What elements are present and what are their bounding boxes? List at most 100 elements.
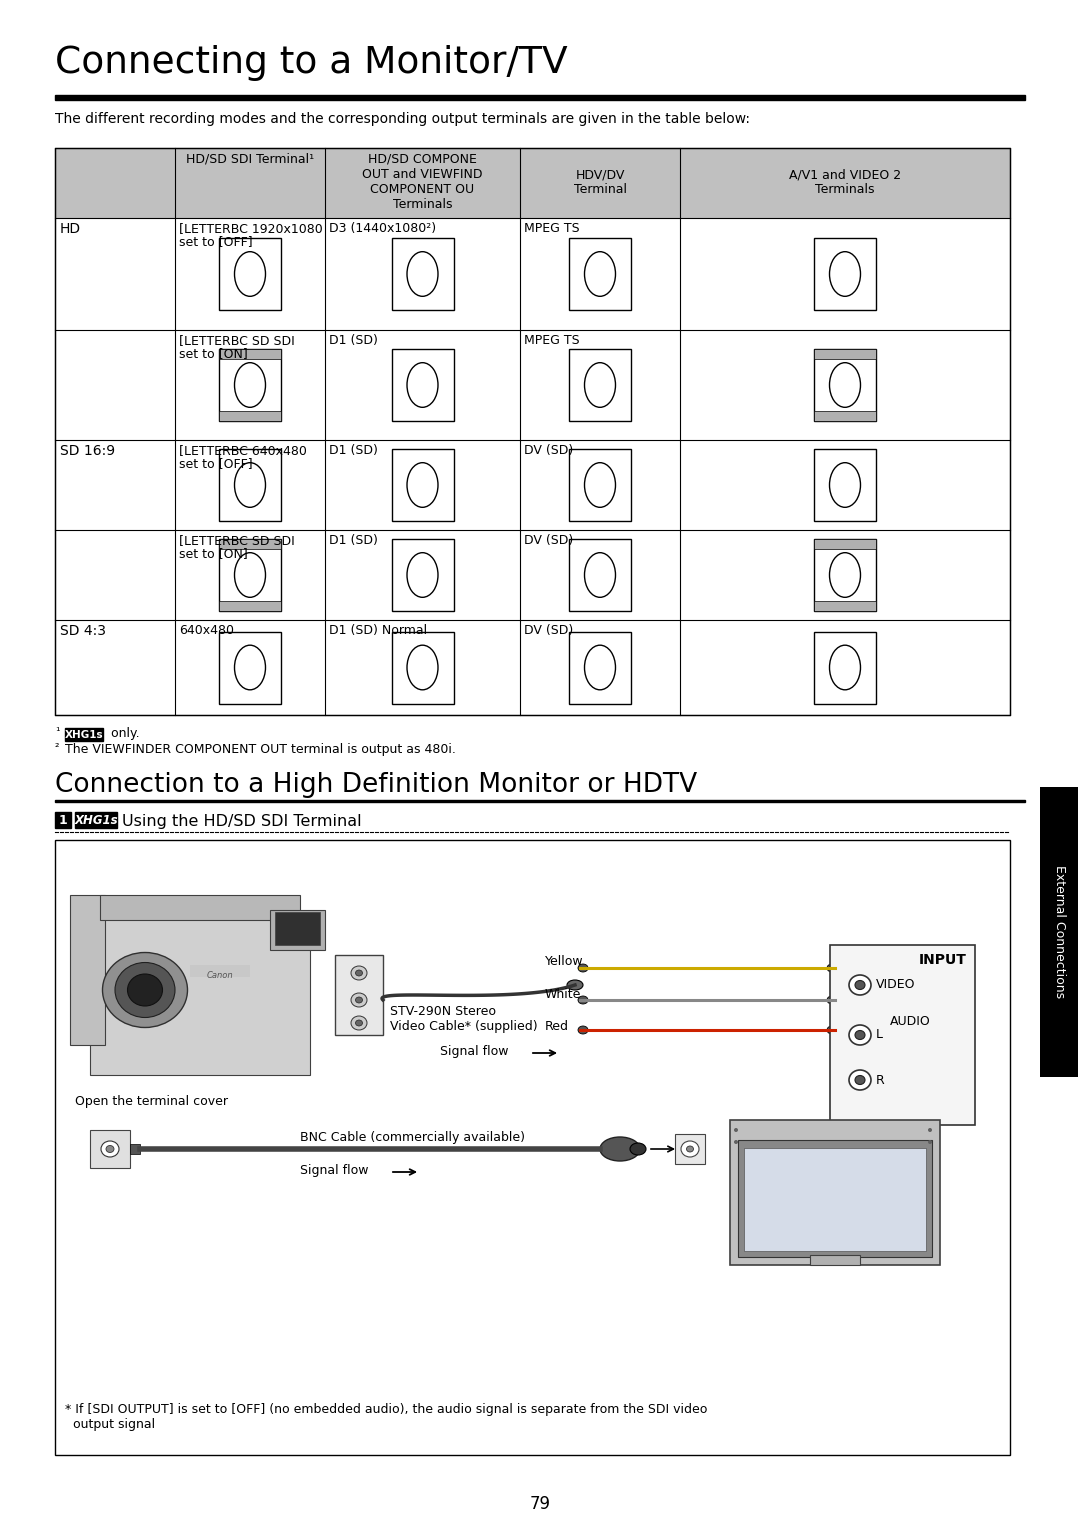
Bar [275, 913, 320, 945]
Text: Canon: Canon [206, 971, 233, 980]
Text: HD: HD [60, 221, 81, 237]
Ellipse shape [681, 1141, 699, 1157]
Ellipse shape [600, 1137, 640, 1161]
Text: Signal flow: Signal flow [300, 1164, 368, 1177]
Bar [391, 632, 454, 703]
Bar [130, 1144, 140, 1154]
Bar [90, 1129, 130, 1167]
Ellipse shape [928, 1140, 932, 1144]
Text: set to [ON]: set to [ON] [179, 346, 247, 360]
Ellipse shape [567, 980, 583, 990]
Bar [55, 95, 1025, 101]
Text: 640x480: 640x480 [179, 624, 234, 636]
Bar [814, 539, 876, 610]
Bar [219, 449, 281, 520]
Bar [70, 896, 105, 1045]
Bar [270, 909, 325, 951]
Text: SD 16:9: SD 16:9 [60, 444, 116, 458]
Text: [LETTERBC SD SDI: [LETTERBC SD SDI [179, 534, 295, 546]
Text: HD/SD SDI Terminal¹: HD/SD SDI Terminal¹ [186, 153, 314, 166]
Bar [569, 449, 631, 520]
Text: D1 (SD): D1 (SD) [329, 534, 378, 546]
Text: D3 (1440x1080²): D3 (1440x1080²) [329, 221, 436, 235]
Text: D1 (SD) Normal: D1 (SD) Normal [329, 624, 427, 636]
Text: The VIEWFINDER COMPONENT OUT terminal is output as 480i.: The VIEWFINDER COMPONENT OUT terminal is… [65, 743, 456, 755]
Ellipse shape [849, 1070, 870, 1090]
Text: Yellow: Yellow [545, 955, 583, 967]
Ellipse shape [630, 1143, 646, 1155]
Ellipse shape [106, 1146, 114, 1152]
Bar [391, 539, 454, 610]
Ellipse shape [734, 1140, 738, 1144]
Bar [190, 964, 249, 977]
Ellipse shape [351, 993, 367, 1007]
Ellipse shape [351, 1016, 367, 1030]
Bar [55, 148, 1010, 716]
Text: XHG1s: XHG1s [65, 729, 104, 740]
Text: DV (SD): DV (SD) [524, 444, 573, 456]
Text: MPEG TS: MPEG TS [524, 221, 580, 235]
Ellipse shape [578, 964, 588, 972]
Bar [814, 238, 876, 310]
Bar [219, 601, 281, 610]
Ellipse shape [827, 964, 837, 972]
Text: HD/SD COMPONE
OUT and VIEWFIND
COMPONENT OU
Terminals: HD/SD COMPONE OUT and VIEWFIND COMPONENT… [362, 153, 483, 211]
Text: set to [OFF]: set to [OFF] [179, 456, 253, 470]
Text: only.: only. [107, 726, 139, 740]
Ellipse shape [827, 1025, 837, 1035]
Text: HDV/DV
Terminal: HDV/DV Terminal [573, 168, 626, 195]
Bar [814, 601, 876, 610]
Text: XHG1s: XHG1s [75, 813, 118, 827]
Bar [391, 449, 454, 520]
Text: 79: 79 [529, 1495, 551, 1512]
Ellipse shape [849, 975, 870, 995]
Text: STV-290N Stereo
Video Cable* (supplied): STV-290N Stereo Video Cable* (supplied) [390, 1006, 538, 1033]
Bar [335, 955, 383, 1035]
Bar [219, 238, 281, 310]
Text: [LETTERBC 1920x1080: [LETTERBC 1920x1080 [179, 221, 323, 235]
Bar [675, 1134, 705, 1164]
Ellipse shape [734, 1128, 738, 1132]
Ellipse shape [351, 966, 367, 980]
Text: INPUT: INPUT [919, 954, 967, 967]
Ellipse shape [578, 1025, 588, 1035]
Text: D1 (SD): D1 (SD) [329, 444, 378, 456]
Text: R: R [876, 1073, 885, 1087]
Bar [75, 812, 117, 829]
Text: set to [OFF]: set to [OFF] [179, 235, 253, 249]
Ellipse shape [849, 1025, 870, 1045]
Ellipse shape [928, 1128, 932, 1132]
Bar [219, 539, 281, 549]
Bar [55, 812, 71, 829]
Text: MPEG TS: MPEG TS [524, 334, 580, 346]
Bar [730, 1120, 940, 1265]
Ellipse shape [355, 1019, 363, 1025]
Bar [569, 632, 631, 703]
Text: [LETTERBC 640x480: [LETTERBC 640x480 [179, 444, 307, 456]
Bar [744, 1148, 926, 1251]
Bar [90, 916, 310, 1074]
Text: 1: 1 [58, 813, 67, 827]
Text: A/V1 and VIDEO 2
Terminals: A/V1 and VIDEO 2 Terminals [788, 168, 901, 195]
Bar [814, 539, 876, 549]
Text: Red: Red [545, 1019, 569, 1033]
Text: Connecting to a Monitor/TV: Connecting to a Monitor/TV [55, 44, 568, 81]
Text: VIDEO: VIDEO [876, 978, 916, 992]
Text: * If [SDI OUTPUT] is set to [OFF] (no embedded audio), the audio signal is separ: * If [SDI OUTPUT] is set to [OFF] (no em… [65, 1402, 707, 1431]
Bar [391, 238, 454, 310]
Bar [569, 539, 631, 610]
Text: Using the HD/SD SDI Terminal: Using the HD/SD SDI Terminal [122, 813, 362, 829]
Bar [219, 410, 281, 421]
Text: Connection to a High Definition Monitor or HDTV: Connection to a High Definition Monitor … [55, 772, 697, 798]
Text: ²: ² [55, 743, 59, 752]
Ellipse shape [114, 963, 175, 1018]
Text: SD 4:3: SD 4:3 [60, 624, 106, 638]
Text: DV (SD): DV (SD) [524, 624, 573, 636]
Bar [831, 945, 975, 1125]
Text: Open the terminal cover: Open the terminal cover [75, 1096, 228, 1108]
Bar [55, 148, 1010, 218]
Ellipse shape [578, 996, 588, 1004]
Ellipse shape [827, 996, 837, 1004]
Ellipse shape [102, 1141, 119, 1157]
Bar [814, 410, 876, 421]
